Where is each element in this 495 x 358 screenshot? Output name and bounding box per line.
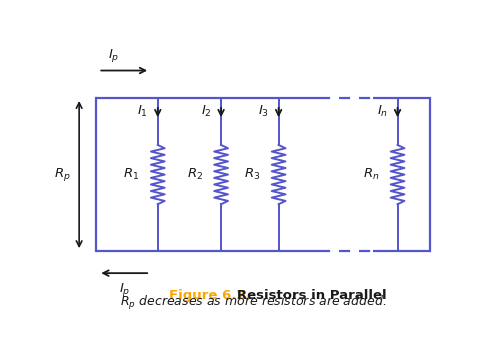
Text: Resistors in Parallel: Resistors in Parallel — [223, 289, 387, 301]
Text: $R_p$: $R_p$ — [54, 166, 71, 183]
Text: $I_3$: $I_3$ — [258, 103, 269, 119]
Text: $R_3$: $R_3$ — [244, 167, 260, 182]
Text: $R_p$ decreases as more resistors are added.: $R_p$ decreases as more resistors are ad… — [120, 294, 387, 312]
Text: $I_1$: $I_1$ — [137, 103, 148, 119]
Text: $I_n$: $I_n$ — [377, 103, 388, 119]
Text: $R_1$: $R_1$ — [123, 167, 140, 182]
Text: $I_p$: $I_p$ — [108, 47, 119, 64]
Text: $R_n$: $R_n$ — [363, 167, 379, 182]
Text: $I_p$: $I_p$ — [118, 281, 130, 298]
Text: $I_2$: $I_2$ — [200, 103, 211, 119]
Text: Figure 6.2.: Figure 6.2. — [169, 289, 251, 301]
Text: $R_2$: $R_2$ — [187, 167, 202, 182]
